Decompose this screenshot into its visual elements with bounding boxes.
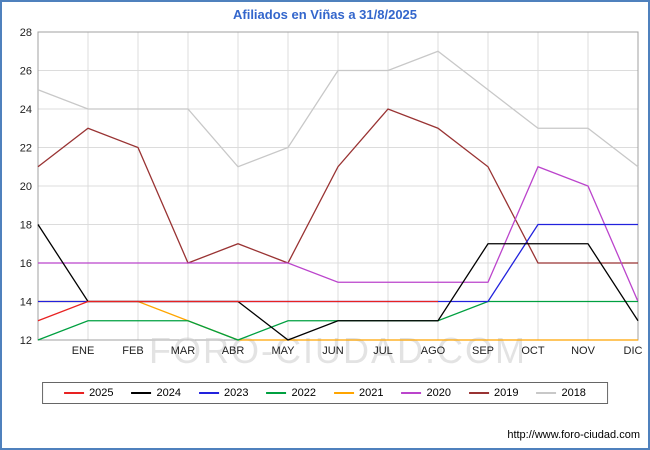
chart-title: Afiliados en Viñas a 31/8/2025: [232, 7, 418, 22]
legend-item-2024: 2024: [131, 387, 182, 399]
legend-swatch-2018: [536, 392, 557, 394]
y-tick-label: 28: [20, 27, 32, 39]
y-tick-label: 26: [20, 66, 32, 78]
y-tick-label: 12: [20, 335, 32, 347]
legend-label-2024: 2024: [156, 387, 182, 399]
series-line-2025: [37, 300, 438, 322]
x-tick-label-nov: NOV: [571, 345, 596, 357]
legend-swatch-2025: [64, 392, 85, 394]
legend-label-2019: 2019: [493, 387, 519, 399]
watermark-text: FORO-CIUDAD.COM: [149, 330, 527, 371]
legend-label-2021: 2021: [359, 387, 384, 399]
x-tick-label-abr: ABR: [222, 345, 245, 357]
legend-label-2018: 2018: [561, 387, 586, 399]
y-tick-label: 22: [20, 143, 32, 155]
y-tick-label: 14: [20, 297, 32, 309]
legend-item-2025: 2025: [64, 387, 114, 399]
x-tick-label-sep: SEP: [472, 345, 494, 357]
x-tick-label-ene: ENE: [72, 345, 95, 357]
legend-item-2019: 2019: [468, 387, 519, 399]
x-tick-label-may: MAY: [271, 345, 295, 357]
legend-item-2022: 2022: [266, 387, 316, 399]
y-tick-label: 16: [20, 258, 32, 270]
footer-url[interactable]: http://www.foro-ciudad.com: [507, 429, 640, 441]
legend-label-2025: 2025: [89, 387, 114, 399]
affiliates-line-chart: FORO-CIUDAD.COM 12 14 16 18 20 22 24 26 28 ENE FEB M…: [20, 27, 643, 371]
x-tick-label-jul: JUL: [373, 345, 393, 357]
series-line-2018: [37, 50, 639, 168]
x-tick-label-oct: OCT: [521, 345, 545, 357]
legend-swatch-2019: [468, 392, 489, 394]
legend-label-2022: 2022: [291, 387, 316, 399]
legend-item-2018: 2018: [536, 387, 586, 399]
series-line-2019: [37, 108, 638, 264]
y-tick-label: 18: [20, 220, 32, 232]
legend-swatch-2023: [199, 392, 220, 394]
legend: 2025 2024 2023 2022 2021 2020 2019 2018: [42, 382, 608, 404]
legend-swatch-2022: [266, 392, 287, 394]
x-tick-label-dic: DIC: [624, 345, 643, 357]
legend-label-2023: 2023: [224, 387, 249, 399]
x-tick-label-jun: JUN: [322, 345, 343, 357]
legend-swatch-2021: [334, 392, 354, 394]
legend-label-2020: 2020: [426, 387, 451, 399]
x-tick-label-mar: MAR: [171, 345, 196, 357]
legend-item-2021: 2021: [334, 387, 383, 399]
legend-item-2023: 2023: [199, 387, 249, 399]
legend-swatch-2024: [131, 392, 152, 394]
legend-swatch-2020: [401, 392, 422, 394]
y-tick-label: 24: [20, 104, 32, 116]
x-tick-label-ago: AGO: [421, 345, 446, 357]
y-tick-label: 20: [20, 181, 32, 193]
series-line-2020: [38, 165, 639, 302]
legend-item-2020: 2020: [401, 387, 451, 399]
x-tick-label-feb: FEB: [122, 345, 143, 357]
